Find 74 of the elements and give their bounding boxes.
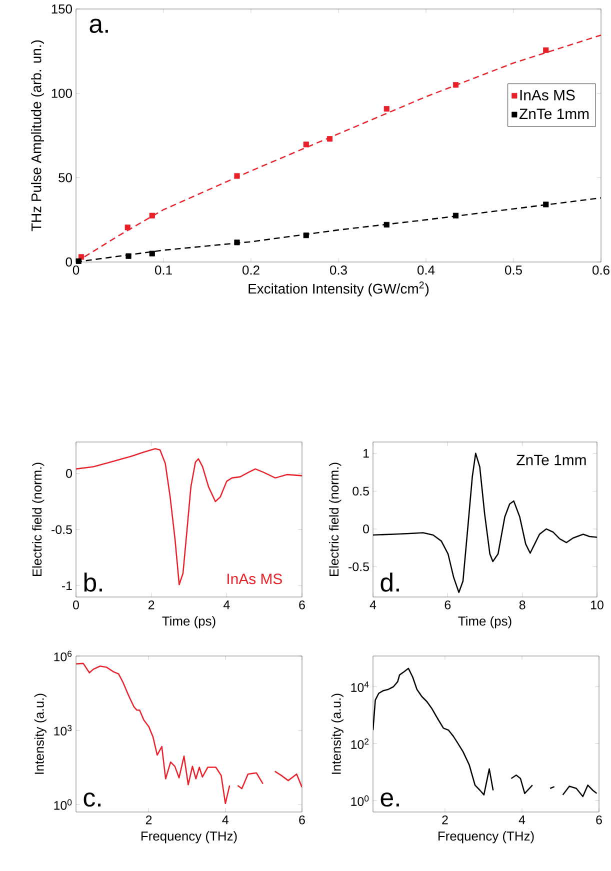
point bbox=[303, 232, 309, 238]
y-tick-label: 0.5 bbox=[352, 486, 369, 496]
line-series bbox=[373, 452, 598, 594]
y-tick-label: 150 bbox=[52, 4, 72, 14]
point bbox=[149, 250, 155, 256]
point bbox=[384, 222, 390, 228]
y-tick-label: -1 bbox=[62, 581, 72, 590]
annotation: d. bbox=[380, 572, 399, 592]
x-axis-title: Time (ps) bbox=[458, 616, 512, 628]
x-tick-label: 6 bbox=[596, 816, 602, 824]
x-axis-title: Frequency (THz) bbox=[141, 831, 237, 844]
y-tick-label: 50 bbox=[58, 173, 72, 182]
point bbox=[303, 142, 309, 148]
y-tick-label: 10$^{0}$ bbox=[54, 799, 72, 810]
point bbox=[326, 136, 333, 142]
x-axis-title: Time (ps) bbox=[162, 616, 216, 628]
point bbox=[543, 47, 549, 53]
y-tick-label: 0 bbox=[363, 524, 369, 534]
y-tick-label: 100 bbox=[52, 88, 72, 98]
legend-label: InAs MS bbox=[520, 90, 575, 100]
x-tick-label: 4 bbox=[370, 600, 376, 610]
point bbox=[234, 240, 240, 246]
x-tick-label: 0.2 bbox=[242, 266, 260, 275]
point bbox=[452, 82, 459, 88]
y-tick-label: -0.5 bbox=[52, 525, 72, 534]
x-tick-label: 6 bbox=[299, 816, 305, 824]
x-tick-label: 4 bbox=[518, 816, 526, 824]
annotation: c. bbox=[84, 792, 100, 807]
point bbox=[76, 258, 82, 264]
y-tick-label: 1 bbox=[364, 449, 369, 458]
text: ZnTe 1mm bbox=[516, 454, 586, 466]
y-tick-label: 10$^{4}$ bbox=[351, 682, 369, 692]
point bbox=[384, 106, 390, 112]
point bbox=[149, 212, 155, 218]
y-tick-label: 10$^{3}$ bbox=[54, 724, 72, 736]
y-axis-title: Intensity (a.u.) bbox=[34, 694, 46, 774]
y-axis-title: THz Pulse Amplitude (arb. un.) bbox=[31, 40, 44, 232]
y-axis-title: Intensity (a.u.) bbox=[331, 694, 344, 774]
annotation: e. bbox=[380, 792, 399, 807]
text: InAs MS bbox=[228, 574, 282, 584]
x-tick-label: 8 bbox=[519, 600, 526, 610]
x-axis-title: Frequency (THz) bbox=[438, 831, 534, 844]
x-tick-label: 0.6 bbox=[592, 266, 610, 275]
y-tick-label: -0.5 bbox=[348, 562, 369, 572]
annotation: b. bbox=[84, 572, 102, 592]
point bbox=[124, 224, 130, 230]
x-tick-label: 0 bbox=[72, 266, 80, 275]
x-tick-label: 6 bbox=[444, 600, 451, 610]
x-tick-label: 2 bbox=[146, 816, 152, 824]
x-tick-label: 10 bbox=[591, 600, 604, 610]
legend-label: ZnTe 1mm bbox=[519, 108, 589, 120]
x-tick-label: 0.4 bbox=[418, 266, 435, 275]
point bbox=[126, 253, 132, 259]
y-axis-title: Electric field (norm.) bbox=[32, 462, 44, 576]
x-tick-label: 6 bbox=[299, 600, 305, 610]
y-tick-label: 0 bbox=[66, 469, 72, 478]
x-tick-label: 2 bbox=[442, 816, 448, 824]
x-tick-label: 4 bbox=[223, 600, 230, 610]
x-axis-title: Excitation Intensity (GW/cm$^{2}$) bbox=[248, 282, 429, 296]
y-tick-label: 0 bbox=[66, 257, 72, 267]
y-tick-label: 10$^{0}$ bbox=[351, 795, 369, 806]
y-axis-title: Electric field (norm.) bbox=[329, 462, 342, 576]
annotation: a. bbox=[90, 18, 108, 33]
x-tick-label: 0.5 bbox=[505, 266, 522, 275]
x-tick-label: 2 bbox=[148, 600, 154, 610]
point bbox=[543, 202, 549, 208]
x-tick-label: 0 bbox=[73, 600, 79, 610]
y-tick-label: 10$^{6}$ bbox=[54, 650, 72, 662]
y-tick-label: 10$^{2}$ bbox=[351, 738, 369, 749]
point bbox=[234, 173, 240, 179]
x-tick-label: 0.3 bbox=[330, 266, 347, 275]
x-tick-label: 0.1 bbox=[155, 266, 172, 275]
x-tick-label: 4 bbox=[222, 816, 228, 824]
point bbox=[452, 212, 459, 218]
